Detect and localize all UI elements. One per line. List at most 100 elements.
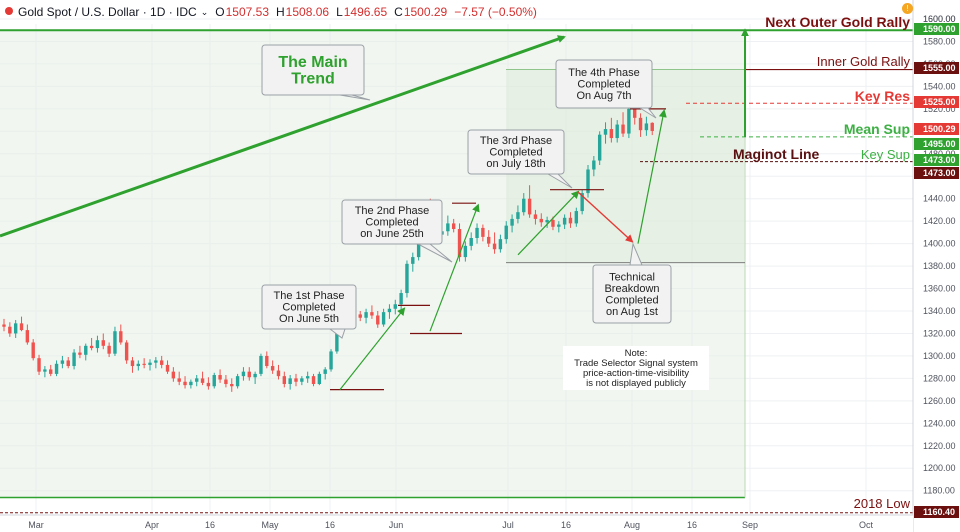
candle-body bbox=[13, 323, 18, 334]
candle-body bbox=[159, 360, 164, 365]
candle-body bbox=[510, 218, 514, 226]
dropdown-chevron-icon[interactable]: ⌄ bbox=[200, 6, 209, 17]
candle-body bbox=[241, 371, 246, 377]
y-tick-label: 1280.00 bbox=[923, 373, 956, 383]
low-2018-label: 2018 Low bbox=[854, 496, 911, 511]
candle-body bbox=[381, 312, 386, 325]
candle-body bbox=[31, 342, 35, 359]
x-tick-label: Mar bbox=[28, 520, 44, 530]
price-tag: 1525.00 bbox=[923, 97, 956, 107]
candle-body bbox=[253, 373, 257, 378]
y-tick-label: 1420.00 bbox=[923, 216, 956, 226]
candle-body bbox=[644, 123, 649, 131]
candle-body bbox=[2, 324, 6, 327]
key-sup-label: Key Sup bbox=[861, 147, 910, 162]
candle-body bbox=[399, 293, 403, 305]
candle-body bbox=[317, 373, 322, 385]
y-tick-label: 1220.00 bbox=[923, 441, 956, 451]
callout-text: The 1st Phase bbox=[274, 290, 345, 302]
callout-tail bbox=[638, 107, 657, 119]
y-tick-label: 1360.00 bbox=[923, 284, 956, 294]
candle-body bbox=[533, 214, 538, 219]
callout-tail bbox=[339, 94, 371, 101]
callout-tail bbox=[629, 242, 643, 266]
callout-box bbox=[555, 59, 653, 109]
symbol-title[interactable]: Gold Spot / U.S. Dollar · 1D · IDC bbox=[18, 5, 197, 19]
price-tag-bg bbox=[914, 167, 959, 179]
candle-body bbox=[247, 371, 251, 378]
candle-body bbox=[218, 375, 222, 380]
y-tick-label: 1580.00 bbox=[923, 36, 956, 46]
callout-box bbox=[341, 199, 443, 245]
candle-body bbox=[545, 220, 549, 223]
candle-body bbox=[358, 314, 362, 318]
alert-badge[interactable]: ! bbox=[902, 3, 913, 14]
candle-body bbox=[107, 345, 111, 354]
candle-body bbox=[200, 378, 205, 383]
callout-box bbox=[261, 44, 365, 96]
y-tick-label: 1300.00 bbox=[923, 351, 956, 361]
mean-sup-label: Mean Sup bbox=[844, 121, 910, 137]
candle-body bbox=[189, 381, 193, 386]
candle-body bbox=[171, 371, 176, 379]
inner-gold-rally-label: Inner Gold Rally bbox=[817, 54, 911, 69]
y-tick-label: 1380.00 bbox=[923, 261, 956, 271]
candle-body bbox=[224, 379, 228, 385]
candle-body bbox=[574, 211, 579, 224]
candle-body bbox=[300, 378, 304, 382]
candle-body bbox=[165, 364, 170, 372]
candle-body bbox=[411, 257, 415, 264]
candle-body bbox=[89, 345, 94, 349]
callout-text: is not displayed publicly bbox=[586, 378, 686, 389]
y-tick-label: 1600.00 bbox=[923, 14, 956, 24]
callout-text: Trade Selector Signal system bbox=[574, 358, 698, 369]
candle-body bbox=[498, 239, 503, 250]
callout-box bbox=[467, 129, 565, 175]
callout-text: on Aug 1st bbox=[606, 306, 658, 318]
price-tag-bg bbox=[914, 96, 959, 108]
callout-text: On Aug 7th bbox=[576, 90, 631, 102]
candle-body bbox=[37, 358, 41, 372]
candle-body bbox=[119, 331, 123, 343]
ohlc-open-label: O bbox=[215, 5, 225, 19]
callout-text: The 2nd Phase bbox=[355, 205, 430, 217]
price-axis-bg bbox=[913, 0, 960, 532]
phase1-arrow bbox=[339, 307, 406, 390]
candle-body bbox=[66, 360, 70, 367]
x-tick-label: Sep bbox=[742, 520, 758, 530]
candle-body bbox=[282, 376, 287, 385]
candle-body bbox=[527, 198, 532, 215]
phase2-arrow bbox=[429, 203, 480, 332]
price-tag: 1473.00 bbox=[923, 155, 956, 165]
candle-body bbox=[650, 122, 654, 131]
maginot-line-label: Maginot Line bbox=[733, 146, 820, 162]
ohlc-close-value: 1500.29 bbox=[403, 5, 448, 19]
price-tag-bg bbox=[914, 23, 959, 35]
candle-body bbox=[311, 376, 316, 385]
candle-body bbox=[416, 238, 421, 258]
candle-body bbox=[183, 381, 187, 386]
candle-body bbox=[562, 217, 567, 225]
x-tick-label: 16 bbox=[687, 520, 697, 530]
callout-text: price-action-time-visibility bbox=[583, 368, 689, 379]
price-tag-bg bbox=[914, 138, 959, 150]
candle-body bbox=[43, 369, 47, 372]
next-outer-rally-label: Next Outer Gold Rally bbox=[765, 14, 910, 30]
candle-body bbox=[294, 378, 298, 382]
ohlc-high-value: 1508.06 bbox=[285, 5, 330, 19]
callout-box bbox=[261, 284, 357, 330]
price-change: −7.57 (−0.50%) bbox=[454, 5, 537, 19]
candle-body bbox=[230, 384, 234, 387]
y-tick-label: 1320.00 bbox=[923, 328, 956, 338]
candle-body bbox=[504, 225, 508, 240]
candle-body bbox=[615, 124, 619, 139]
candle-body bbox=[177, 378, 181, 382]
candle-body bbox=[463, 245, 468, 258]
candle-body bbox=[621, 124, 625, 134]
price-tag: 1500.29 bbox=[923, 124, 956, 134]
candle-body bbox=[487, 236, 491, 244]
candle-body bbox=[84, 345, 88, 355]
price-tag: 1555.00 bbox=[923, 63, 956, 73]
x-tick-label: Aug bbox=[624, 520, 640, 530]
